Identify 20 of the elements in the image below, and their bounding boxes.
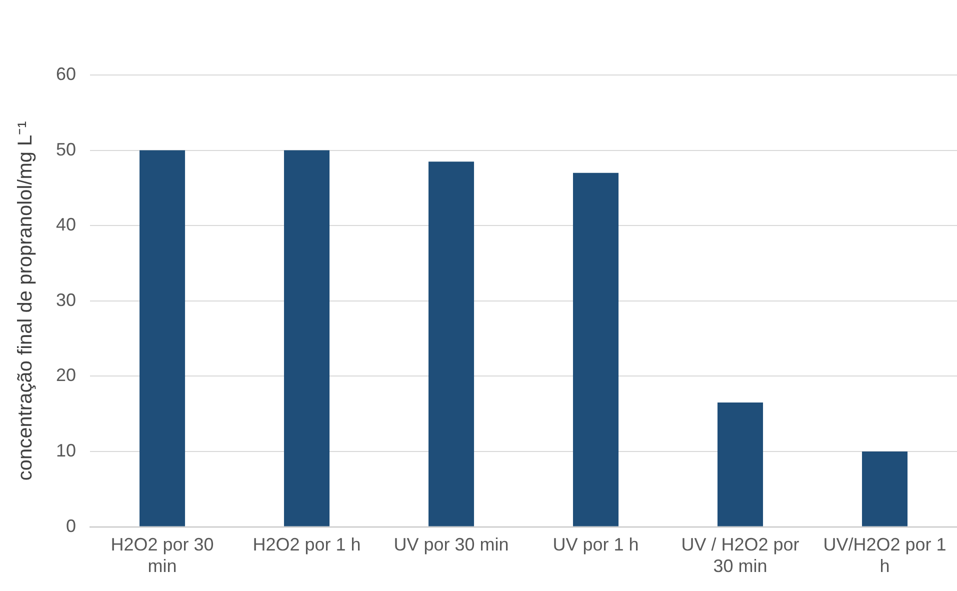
bar: [140, 150, 186, 526]
y-tick-label: 10: [56, 440, 76, 460]
bar: [573, 172, 619, 526]
y-tick-label: 50: [56, 139, 76, 160]
x-tick-label: H2O2 por 30 min: [110, 534, 214, 576]
x-tick-label: UV/H2O2 por 1 h: [823, 534, 946, 576]
y-tick-label: 0: [66, 516, 76, 536]
bar: [428, 162, 474, 526]
x-tick-label: H2O2 por 1 h: [252, 534, 361, 555]
y-tick-label: 40: [56, 214, 76, 235]
y-tick-label: 30: [56, 290, 76, 310]
x-tick-label: UV por 1 h: [552, 534, 639, 555]
y-tick-label: 60: [56, 64, 76, 84]
bar: [284, 150, 330, 526]
y-axis-title: concentração final de propranolol/mg L⁻¹: [14, 120, 37, 481]
y-tick-label: 20: [56, 365, 76, 386]
x-tick-label: UV por 30 min: [394, 534, 509, 555]
bar: [717, 402, 764, 526]
x-tick-label: UV / H2O2 por 30 min: [681, 534, 800, 576]
bar: [862, 452, 908, 526]
